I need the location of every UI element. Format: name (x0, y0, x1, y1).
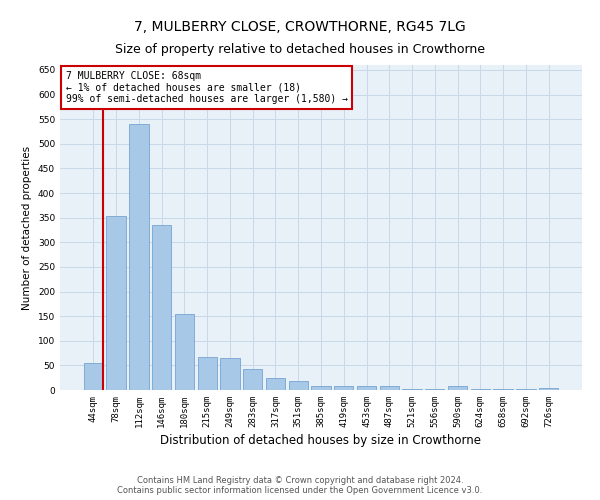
Bar (493, 389, 513, 390)
Bar (334, 386, 353, 390)
Bar (266, 378, 285, 390)
Bar (425, 389, 445, 390)
Bar (448, 386, 467, 390)
Bar (106, 216, 126, 390)
X-axis label: Distribution of detached houses by size in Crowthorne: Distribution of detached houses by size … (161, 434, 482, 447)
Y-axis label: Number of detached properties: Number of detached properties (22, 146, 32, 310)
Bar (197, 357, 217, 390)
Text: 7, MULBERRY CLOSE, CROWTHORNE, RG45 7LG: 7, MULBERRY CLOSE, CROWTHORNE, RG45 7LG (134, 20, 466, 34)
Bar (129, 124, 149, 390)
Bar (470, 389, 490, 390)
Text: 7 MULBERRY CLOSE: 68sqm
← 1% of detached houses are smaller (18)
99% of semi-det: 7 MULBERRY CLOSE: 68sqm ← 1% of detached… (65, 70, 347, 104)
Bar (220, 358, 239, 390)
Text: Contains HM Land Registry data © Crown copyright and database right 2024.
Contai: Contains HM Land Registry data © Crown c… (118, 476, 482, 495)
Bar (357, 386, 376, 390)
Bar (152, 225, 172, 390)
Bar (380, 386, 399, 390)
Bar (539, 388, 558, 390)
Bar (243, 370, 262, 390)
Text: Size of property relative to detached houses in Crowthorne: Size of property relative to detached ho… (115, 42, 485, 56)
Bar (403, 389, 422, 390)
Bar (175, 314, 194, 390)
Bar (311, 386, 331, 390)
Bar (84, 363, 103, 390)
Bar (289, 381, 308, 390)
Bar (516, 389, 536, 390)
